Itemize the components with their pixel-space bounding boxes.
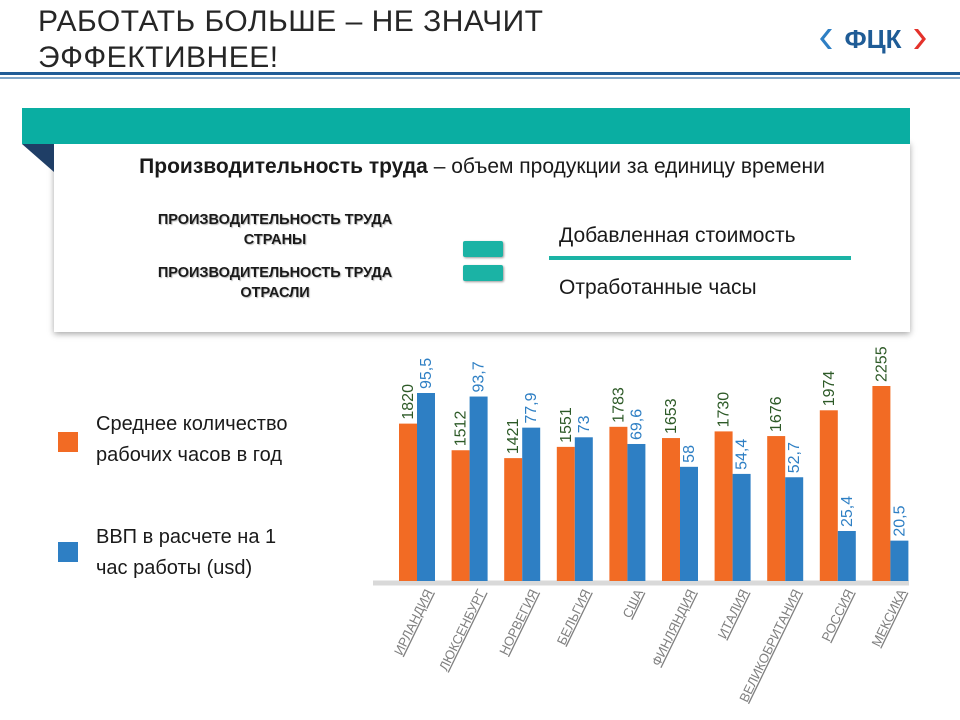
- gdp-bar: [732, 473, 751, 581]
- hours-data-label: 1653: [663, 398, 680, 434]
- hours-bar: [662, 438, 680, 581]
- gdp-data-label: 54,4: [734, 439, 751, 470]
- gdp-bar: [417, 393, 435, 581]
- hours-bar: [451, 450, 470, 581]
- panel-header-band: [22, 108, 910, 144]
- legend-hours: Среднее количество рабочих часов в год: [96, 409, 288, 471]
- hours-bar: [714, 431, 733, 581]
- legend-line: час работы (usd): [96, 557, 253, 579]
- hours-data-label: 1974: [821, 371, 838, 407]
- gdp-bar: [680, 466, 698, 581]
- category-tick-label: БЕЛЬГИЯ: [554, 587, 594, 648]
- hours-bar: [767, 436, 786, 581]
- gdp-data-label: 58: [681, 445, 698, 463]
- label-line: ОТРАСЛИ: [240, 285, 310, 301]
- gdp-data-label: 77,9: [523, 392, 540, 423]
- hours-data-label: 1730: [716, 392, 733, 428]
- hours-data-label: 1783: [610, 387, 627, 423]
- page-title: РАБОТАТЬ БОЛЬШЕ – НЕ ЗНАЧИТ ЭФФЕКТИВНЕЕ!: [38, 4, 543, 76]
- country-productivity-label: ПРОИЗВОДИТЕЛЬНОСТЬ ТРУДА СТРАНЫ: [110, 210, 440, 250]
- hours-data-label: 1512: [453, 411, 470, 447]
- hours-data-label: 2255: [873, 346, 890, 382]
- gdp-data-label: 20,5: [891, 505, 908, 536]
- company-logo: ФЦК: [820, 24, 926, 54]
- category-tick-label: РОССИЯ: [818, 587, 856, 644]
- hours-bar: [609, 426, 628, 581]
- hours-bar: [872, 386, 891, 581]
- category-tick-label: ЛЮКСЕНБУРГ: [436, 587, 488, 673]
- legend-line: ВВП в расчете на 1: [96, 526, 277, 548]
- hours-data-label: 1676: [768, 396, 785, 432]
- hours-bar: [399, 423, 417, 581]
- title-line-2: ЭФФЕКТИВНЕЕ!: [38, 41, 279, 74]
- gdp-data-label: 95,5: [418, 358, 435, 389]
- category-tick-label: ВЕЛИКОБРИТАНИЯ: [736, 587, 804, 705]
- legend-gdp: ВВП в расчете на 1 час работы (usd): [96, 522, 276, 584]
- equals-sign-top: [463, 241, 503, 257]
- gdp-bar: [522, 427, 541, 581]
- gdp-data-label: 25,4: [839, 496, 856, 527]
- header-rule: [0, 72, 960, 75]
- label-line: СТРАНЫ: [243, 232, 307, 248]
- legend-line: Среднее количество: [96, 413, 288, 435]
- hours-data-label: 1820: [400, 384, 417, 420]
- gdp-data-label: 52,7: [786, 442, 803, 473]
- gdp-bar: [469, 396, 488, 581]
- legend-swatch-gdp: [58, 542, 78, 562]
- definition-text: Производительность труда – объем продукц…: [54, 155, 910, 179]
- category-tick-label: НОРВЕГИЯ: [496, 587, 541, 658]
- gdp-bar: [890, 540, 909, 581]
- title-line-1: РАБОТАТЬ БОЛЬШЕ – НЕ ЗНАЧИТ: [38, 5, 544, 38]
- hours-data-label: 1421: [505, 418, 522, 454]
- hours-bar: [819, 410, 838, 581]
- ribbon-fold: [22, 144, 54, 172]
- category-tick-label: ИТАЛИЯ: [715, 587, 752, 641]
- category-tick-label: МЕКСИКА: [868, 586, 909, 649]
- gdp-data-label: 69,6: [628, 409, 645, 440]
- header-rule-thin: [0, 77, 960, 79]
- hours-bar: [504, 458, 523, 581]
- gdp-data-label: 93,7: [471, 361, 488, 392]
- equals-sign-bottom: [463, 265, 503, 281]
- fraction-numerator: Добавленная стоимость: [559, 224, 796, 247]
- logo-text: ФЦК: [844, 24, 901, 54]
- fraction-denominator: Отработанные часы: [559, 276, 757, 299]
- gdp-bar: [574, 437, 593, 581]
- gdp-bar: [837, 530, 856, 581]
- category-tick-label: ИРЛАНДИЯ: [391, 587, 436, 658]
- definition-rest: – объем продукции за единицу времени: [427, 155, 825, 178]
- definition-term: Производительность труда: [139, 155, 428, 178]
- category-tick-label: ФИНЛЯНДИЯ: [649, 587, 699, 669]
- category-tick-label: США: [619, 586, 646, 620]
- industry-productivity-label: ПРОИЗВОДИТЕЛЬНОСТЬ ТРУДА ОТРАСЛИ: [110, 263, 440, 303]
- gdp-bar: [785, 477, 804, 581]
- legend-line: рабочих часов в год: [96, 444, 282, 466]
- hours-data-label: 1551: [558, 407, 575, 443]
- gdp-bar: [627, 443, 646, 581]
- label-line: ПРОИЗВОДИТЕЛЬНОСТЬ ТРУДА: [157, 265, 393, 281]
- legend-swatch-hours: [58, 432, 78, 452]
- fraction-line: [549, 256, 851, 260]
- gdp-data-label: 73: [576, 415, 593, 433]
- label-line: ПРОИЗВОДИТЕЛЬНОСТЬ ТРУДА: [157, 212, 393, 228]
- definition-panel: [54, 142, 910, 332]
- hours-bar: [556, 446, 575, 581]
